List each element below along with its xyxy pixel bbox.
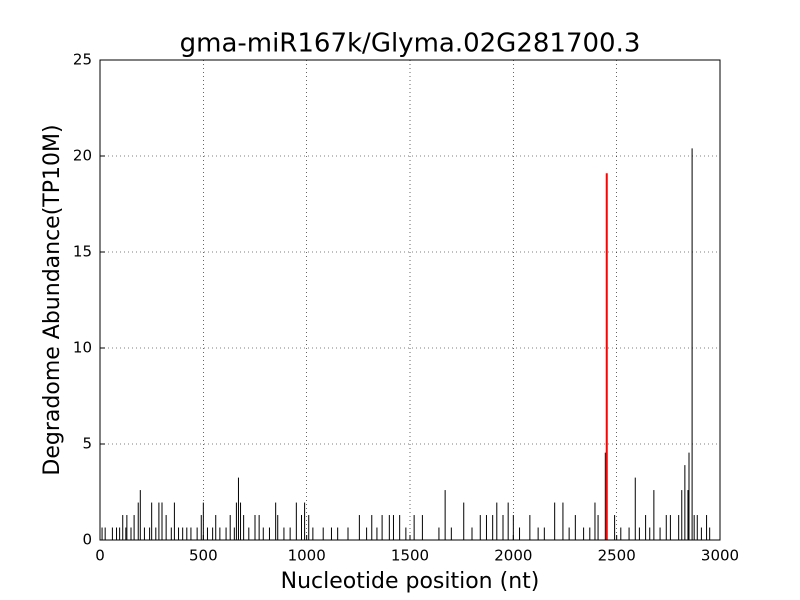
x-tick-label: 2500: [598, 547, 636, 565]
x-tick-label: 1000: [288, 547, 326, 565]
y-tick-label: 20: [73, 147, 92, 165]
x-tick-label: 500: [189, 547, 218, 565]
x-axis-label: Nucleotide position (nt): [281, 569, 540, 594]
x-tick-label: 3000: [701, 547, 739, 565]
x-tick-label: 0: [95, 547, 105, 565]
y-tick-label: 15: [73, 243, 92, 261]
y-axis-label: Degradome Abundance(TP10M): [40, 124, 65, 475]
y-tick-label: 5: [82, 435, 92, 453]
y-tick-label: 0: [82, 531, 92, 549]
x-tick-label: 1500: [391, 547, 429, 565]
y-tick-label: 25: [73, 51, 92, 69]
plot-frame: [99, 59, 721, 541]
y-tick-label: 10: [73, 339, 92, 357]
x-tick-label: 2000: [494, 547, 532, 565]
chart-title: gma-miR167k/Glyma.02G281700.3: [180, 29, 641, 59]
